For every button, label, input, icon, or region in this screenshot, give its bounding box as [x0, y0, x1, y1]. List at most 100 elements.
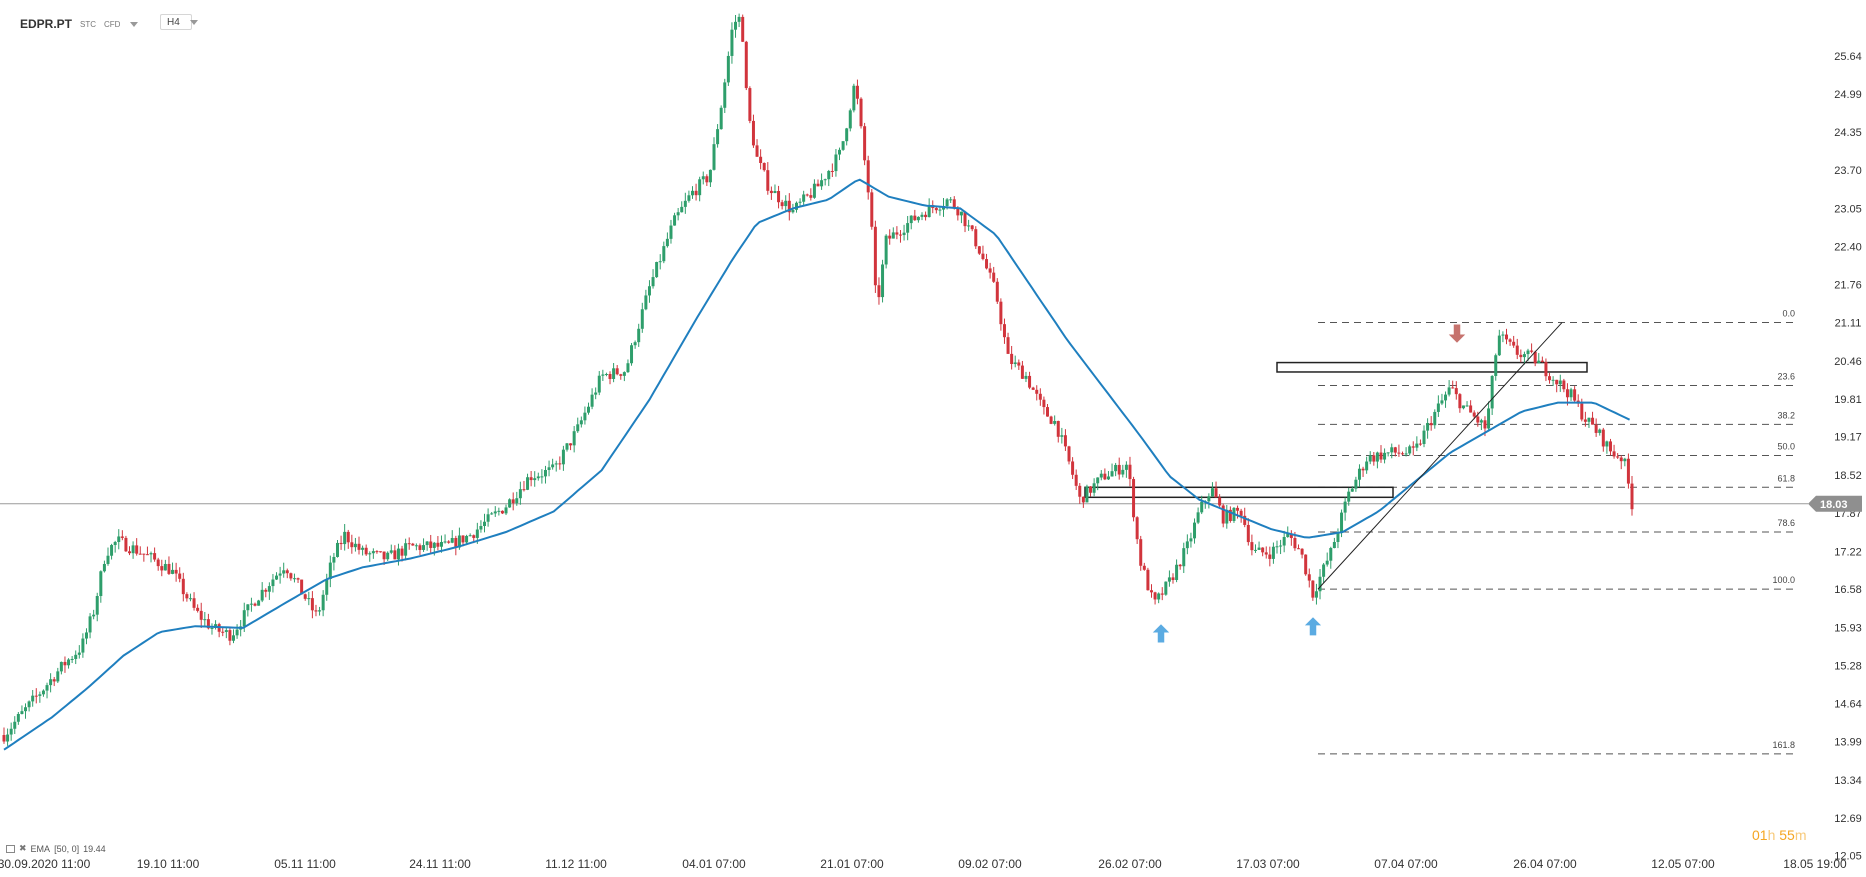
candle [404, 538, 408, 561]
candle [934, 206, 938, 214]
candle [1297, 544, 1301, 550]
candle-body [827, 170, 831, 180]
candle [332, 552, 336, 571]
candle [662, 241, 666, 264]
y-tick-label: 13.34 [1834, 775, 1862, 787]
candle [594, 387, 598, 400]
candle [156, 557, 160, 571]
candle [1361, 466, 1365, 477]
candle-body [673, 215, 677, 226]
fib-level-label: 78.6 [1777, 518, 1795, 528]
x-tick-label: 05.11 11:00 [274, 857, 336, 871]
symbol-label[interactable]: EDPR.PT [20, 17, 73, 31]
candle-body [1307, 574, 1311, 581]
candle-body [1608, 441, 1612, 452]
candle-body [751, 120, 755, 146]
candle [56, 667, 60, 684]
close-icon[interactable]: ✖ [19, 843, 27, 853]
candle [1035, 385, 1039, 401]
candle-body [490, 513, 494, 515]
timeframe-select[interactable]: H4 [160, 14, 198, 30]
candle-body [1189, 538, 1193, 542]
candle-body [769, 190, 773, 194]
candle [346, 529, 350, 549]
candle [777, 185, 781, 209]
candle-body [518, 489, 522, 499]
candle-body [1365, 461, 1369, 471]
candle-body [1085, 486, 1089, 503]
candle [422, 538, 426, 552]
candle-body [1264, 552, 1268, 555]
y-tick-label: 15.28 [1834, 661, 1862, 673]
candle [1508, 338, 1512, 346]
candle-body [1522, 354, 1526, 358]
candle-body [1598, 429, 1602, 433]
candle-body [379, 551, 383, 553]
trendline[interactable] [1317, 322, 1563, 590]
candle [924, 211, 928, 221]
indicator-settings-icon[interactable] [6, 844, 15, 853]
candle-body [307, 598, 311, 600]
candle-body [999, 301, 1003, 325]
candle [1139, 535, 1143, 571]
candle-body [1393, 447, 1397, 453]
candle-body [246, 604, 250, 611]
chevron-down-icon [189, 19, 198, 25]
candle [1142, 562, 1146, 571]
candle-body [102, 563, 106, 572]
chevron-down-icon[interactable] [130, 21, 139, 27]
candle-body [970, 225, 974, 230]
candle-body [744, 41, 748, 89]
arrow-up-2-icon [1301, 615, 1325, 637]
candle [1157, 592, 1161, 604]
candle-body [271, 579, 275, 587]
candle-body [332, 556, 336, 563]
candle-body [1436, 403, 1440, 412]
candle-body [1515, 345, 1519, 355]
candle [1135, 516, 1139, 544]
candle-body [787, 200, 791, 213]
candle-body [619, 374, 623, 376]
candle-body [651, 277, 655, 287]
candle-body [1504, 334, 1508, 340]
candle-body [551, 464, 555, 468]
candle [84, 628, 88, 645]
candle [77, 645, 81, 659]
candle-body [533, 478, 537, 481]
candle-body [916, 216, 920, 221]
candle [20, 705, 24, 715]
fib-level-label: 61.8 [1777, 473, 1795, 483]
candle-body [174, 569, 178, 574]
candle [260, 582, 264, 603]
candle-body [992, 272, 996, 282]
candle [1128, 456, 1132, 487]
candle-body [1487, 408, 1491, 429]
candle [1167, 570, 1171, 587]
candle-body [945, 199, 949, 206]
candle-body [834, 154, 838, 172]
candle [920, 212, 924, 221]
candle [214, 620, 218, 630]
candle [196, 604, 200, 613]
candle [1401, 451, 1405, 455]
candle-body [1106, 476, 1110, 480]
candle-body [2, 735, 6, 742]
candle [626, 359, 630, 373]
candle [300, 579, 304, 595]
support-zone [1084, 486, 1394, 499]
candle [443, 534, 447, 544]
candle [723, 78, 727, 114]
candle-body [1200, 501, 1204, 513]
candle-body [1497, 335, 1501, 356]
candle [483, 513, 487, 533]
candle-body [543, 469, 547, 477]
candle [673, 212, 677, 226]
candle [1200, 495, 1204, 515]
candle [597, 371, 601, 396]
candle [884, 234, 888, 269]
candle [163, 559, 167, 571]
candle-body [1031, 387, 1035, 390]
candle-body [1461, 405, 1465, 409]
candle-body [357, 543, 361, 550]
